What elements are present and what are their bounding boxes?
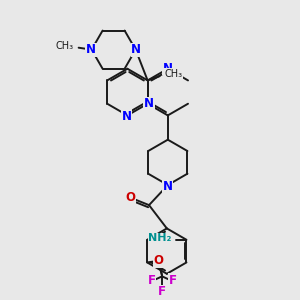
Text: F: F [169, 274, 176, 287]
Text: N: N [163, 61, 173, 75]
Text: N: N [122, 110, 132, 122]
Text: CH₃: CH₃ [55, 41, 73, 51]
Text: CH₃: CH₃ [164, 69, 183, 79]
Text: O: O [154, 254, 164, 267]
Text: NH₂: NH₂ [148, 233, 172, 244]
Text: N: N [144, 97, 154, 110]
Text: O: O [154, 254, 164, 267]
Text: N: N [163, 180, 173, 193]
Text: N: N [86, 43, 96, 56]
Text: O: O [126, 191, 136, 205]
Text: F: F [158, 285, 166, 298]
Text: F: F [148, 274, 156, 287]
Text: N: N [131, 43, 141, 56]
